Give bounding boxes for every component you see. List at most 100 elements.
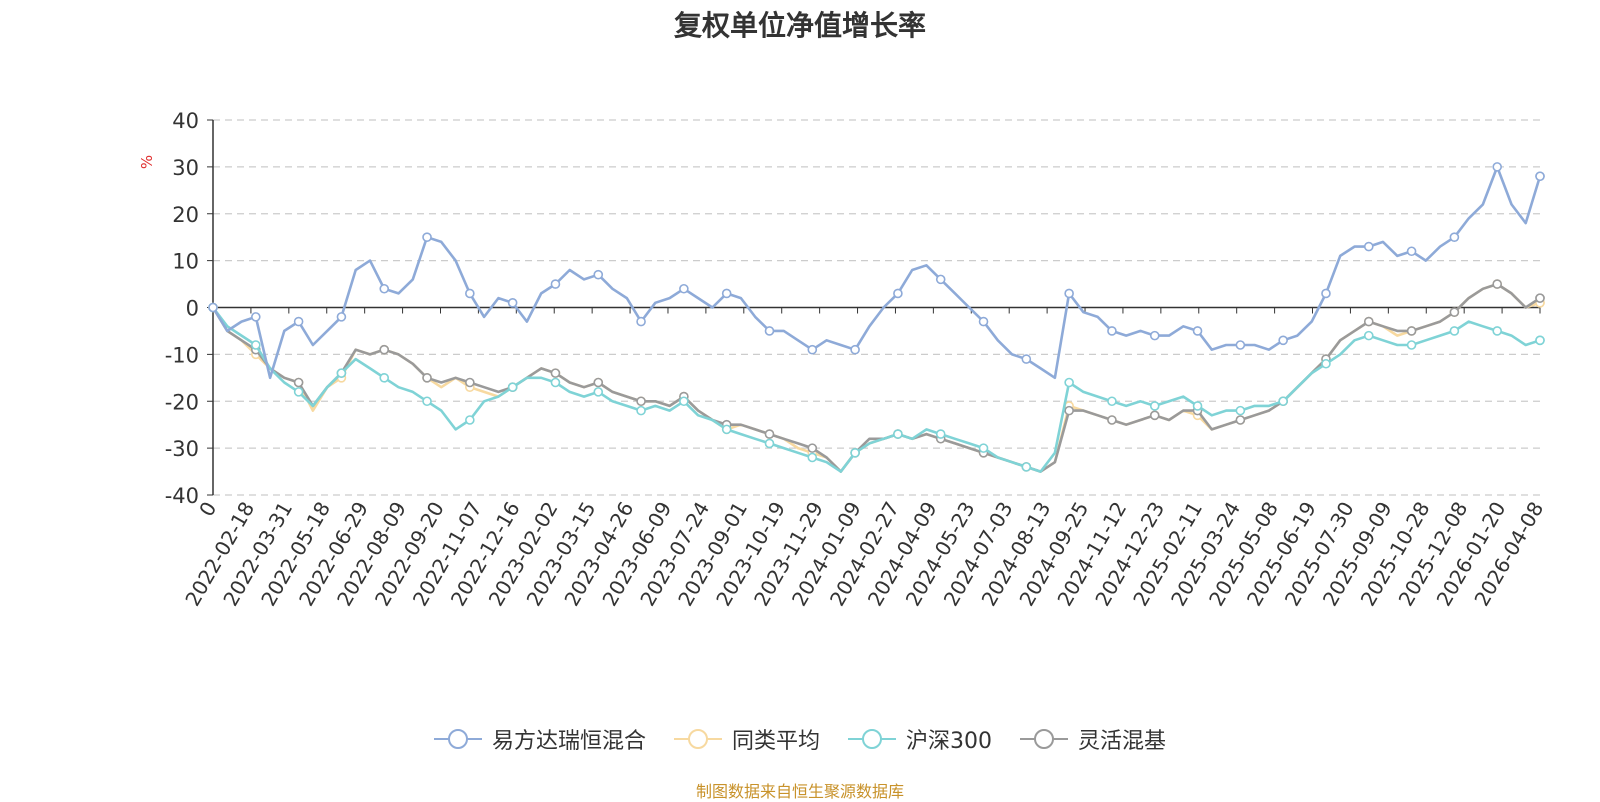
series-point bbox=[850, 448, 860, 458]
series-point bbox=[893, 429, 903, 439]
y-tick-label: -20 bbox=[165, 390, 199, 414]
series-point bbox=[465, 288, 475, 299]
series-point bbox=[379, 344, 390, 355]
series-point bbox=[807, 344, 818, 355]
series-point bbox=[1321, 358, 1331, 369]
series-point bbox=[1406, 246, 1417, 257]
series-point bbox=[1492, 326, 1502, 336]
series-point bbox=[1064, 405, 1074, 416]
series-point bbox=[1278, 335, 1288, 346]
series-point bbox=[978, 443, 989, 453]
series-point bbox=[507, 298, 518, 308]
x-tick-label: 0 bbox=[194, 498, 221, 521]
series-point bbox=[1107, 415, 1117, 425]
series-point bbox=[550, 279, 561, 289]
series-point bbox=[721, 288, 732, 299]
legend-label: 易方达瑞恒混合 bbox=[491, 729, 646, 754]
series-point bbox=[336, 312, 347, 322]
series-point bbox=[679, 283, 689, 294]
legend-marker-csi300 bbox=[848, 729, 896, 749]
series-point bbox=[764, 429, 775, 439]
series-point bbox=[293, 316, 304, 327]
series-point bbox=[935, 429, 946, 439]
series-point bbox=[1535, 171, 1545, 182]
series-point bbox=[465, 415, 475, 425]
legend-marker-flexible-mixed bbox=[1020, 729, 1068, 749]
series-point bbox=[507, 382, 518, 392]
series-point bbox=[1149, 330, 1160, 341]
series-point bbox=[1492, 162, 1502, 172]
series-point bbox=[1021, 354, 1032, 364]
y-tick-label: 40 bbox=[172, 109, 199, 133]
legend-item-flexible-mixed[interactable]: 灵活混基 bbox=[1020, 723, 1166, 755]
series-point bbox=[379, 373, 390, 383]
series-point bbox=[636, 396, 646, 407]
series-point bbox=[1192, 401, 1203, 411]
series-point bbox=[978, 316, 989, 327]
series-point bbox=[1064, 288, 1074, 299]
series-point bbox=[593, 269, 604, 280]
series-point bbox=[807, 443, 818, 453]
series-point bbox=[1449, 232, 1460, 242]
series-point bbox=[636, 405, 646, 416]
series-point bbox=[1235, 340, 1246, 350]
series-point bbox=[807, 452, 818, 463]
series-point bbox=[1235, 405, 1246, 416]
grid-lines bbox=[213, 119, 1540, 496]
series-point bbox=[1192, 326, 1203, 336]
series-point bbox=[550, 377, 561, 388]
series-point bbox=[1363, 241, 1374, 252]
series-point bbox=[1235, 415, 1246, 425]
series-point bbox=[893, 288, 903, 299]
series-point bbox=[764, 326, 775, 336]
series-point bbox=[1449, 326, 1460, 336]
legend-item-csi300[interactable]: 沪深300 bbox=[848, 723, 992, 755]
series-point bbox=[1149, 401, 1160, 411]
series-point bbox=[1406, 340, 1417, 350]
series-point bbox=[636, 316, 646, 327]
source-note: 制图数据来自恒生聚源数据库 bbox=[695, 782, 904, 801]
series-point bbox=[593, 387, 604, 397]
legend-marker-peer-average bbox=[673, 729, 722, 749]
series-point bbox=[208, 302, 218, 313]
series-line-2 bbox=[211, 306, 1541, 473]
y-tick-label: 20 bbox=[172, 203, 199, 227]
series-point bbox=[1492, 279, 1502, 289]
series-point bbox=[593, 377, 604, 388]
series-point bbox=[422, 373, 432, 383]
series-point bbox=[1149, 410, 1160, 421]
series-point bbox=[1535, 335, 1545, 346]
series-point bbox=[1321, 288, 1331, 299]
series-point bbox=[721, 424, 732, 435]
series-point bbox=[1363, 316, 1374, 327]
series-point bbox=[251, 340, 261, 350]
axes: 403020100-10-20-30-4002022-02-182022-03-… bbox=[165, 109, 1549, 610]
series-line-3 bbox=[211, 282, 1541, 473]
series-point bbox=[679, 396, 689, 407]
y-tick-label: 0 bbox=[186, 297, 199, 321]
series-point bbox=[1021, 462, 1032, 472]
y-tick-label: -40 bbox=[165, 484, 199, 508]
legend-label: 灵活混基 bbox=[1078, 729, 1167, 754]
line-chart: 403020100-10-20-30-4002022-02-182022-03-… bbox=[138, 109, 1549, 610]
series-point bbox=[251, 312, 261, 322]
series-line-0 bbox=[211, 165, 1542, 380]
y-tick-label: 30 bbox=[172, 156, 199, 180]
series-point bbox=[422, 232, 432, 242]
series-point bbox=[465, 377, 475, 388]
legend: 易方达瑞恒混合 同类平均 沪深300 灵活混基 bbox=[0, 723, 1600, 755]
series-point bbox=[379, 283, 390, 294]
series-point bbox=[1107, 396, 1117, 407]
legend-item-fund[interactable]: 易方达瑞恒混合 bbox=[433, 723, 646, 755]
series-point bbox=[1406, 326, 1417, 336]
y-tick-label: -30 bbox=[165, 437, 199, 461]
chart-title: 复权单位净值增长率 bbox=[673, 9, 926, 42]
series-point bbox=[422, 396, 432, 407]
legend-marker-fund bbox=[433, 729, 482, 749]
series-point bbox=[293, 387, 304, 397]
series-line-1 bbox=[211, 282, 1541, 473]
series-point bbox=[1535, 293, 1545, 303]
series-layer bbox=[208, 162, 1545, 473]
legend-item-peer-average[interactable]: 同类平均 bbox=[673, 723, 820, 755]
legend-label: 同类平均 bbox=[731, 729, 820, 754]
